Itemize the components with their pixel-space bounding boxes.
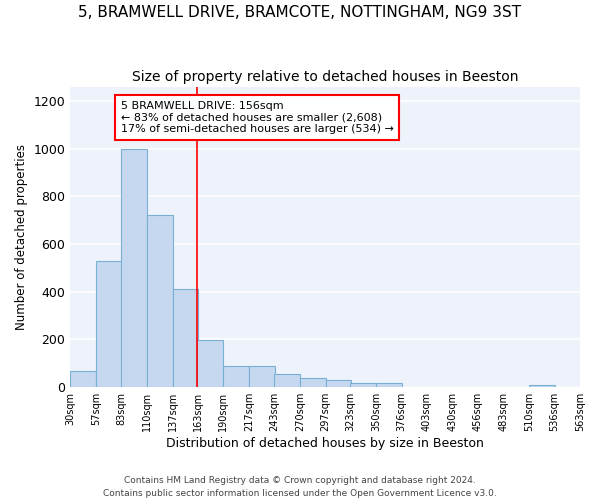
Text: 5 BRAMWELL DRIVE: 156sqm
← 83% of detached houses are smaller (2,608)
17% of sem: 5 BRAMWELL DRIVE: 156sqm ← 83% of detach… — [121, 101, 394, 134]
Bar — [96, 262, 122, 387]
Bar — [350, 383, 376, 387]
Bar — [197, 340, 223, 387]
X-axis label: Distribution of detached houses by size in Beeston: Distribution of detached houses by size … — [166, 437, 484, 450]
Text: 5, BRAMWELL DRIVE, BRAMCOTE, NOTTINGHAM, NG9 3ST: 5, BRAMWELL DRIVE, BRAMCOTE, NOTTINGHAM,… — [79, 5, 521, 20]
Bar — [70, 370, 96, 387]
Bar — [274, 374, 300, 387]
Text: Contains HM Land Registry data © Crown copyright and database right 2024.
Contai: Contains HM Land Registry data © Crown c… — [103, 476, 497, 498]
Title: Size of property relative to detached houses in Beeston: Size of property relative to detached ho… — [132, 70, 518, 84]
Bar — [300, 378, 326, 387]
Bar — [223, 366, 249, 387]
Bar — [249, 366, 275, 387]
Bar — [326, 380, 352, 387]
Bar — [529, 385, 555, 387]
Y-axis label: Number of detached properties: Number of detached properties — [15, 144, 28, 330]
Bar — [147, 216, 173, 387]
Bar — [376, 383, 402, 387]
Bar — [121, 148, 147, 387]
Bar — [173, 290, 199, 387]
